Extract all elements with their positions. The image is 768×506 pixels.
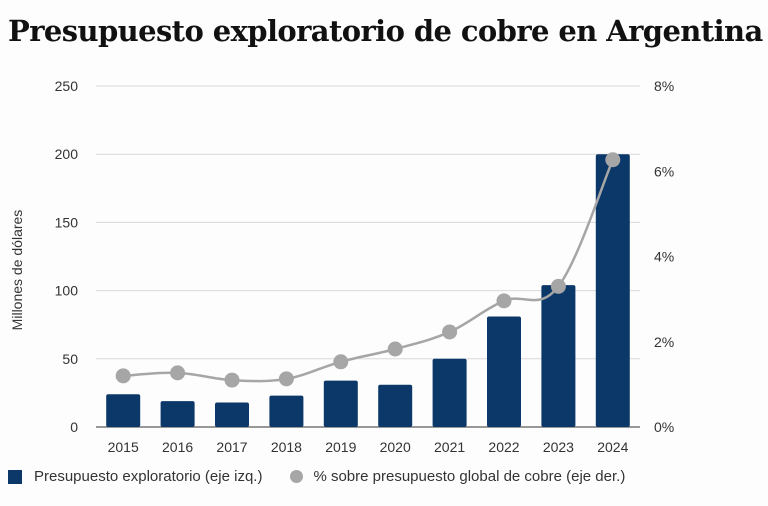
x-tick-label: 2024: [597, 439, 628, 455]
left-tick-label: 100: [55, 283, 79, 299]
bar-2023: [541, 285, 576, 427]
line-point-2016: [170, 365, 186, 381]
x-tick-label: 2021: [434, 439, 465, 455]
bar-2018: [269, 395, 304, 427]
bar-2017: [215, 402, 249, 427]
right-tick-label: 6%: [654, 163, 674, 179]
bar-2019: [323, 380, 358, 427]
left-tick-label: 0: [70, 419, 78, 435]
line-point-2020: [387, 341, 403, 357]
x-tick-label: 2023: [543, 439, 574, 455]
right-tick-label: 4%: [654, 249, 674, 265]
x-tick-label: 2017: [216, 439, 247, 455]
legend-bar-label: Presupuesto exploratorio (eje izq.): [34, 468, 263, 485]
line-point-2023: [550, 278, 566, 294]
bar-2016: [160, 401, 195, 427]
legend: Presupuesto exploratorio (eje izq.) % so…: [8, 468, 625, 485]
right-tick-label: 0%: [654, 419, 674, 435]
left-tick-label: 50: [62, 351, 78, 367]
line-series: [115, 152, 621, 388]
line-point-2024: [605, 152, 621, 168]
legend-bar-swatch: [8, 469, 22, 484]
bar-series: [106, 154, 630, 427]
x-tick-label: 2016: [162, 439, 193, 455]
bar-2015: [106, 394, 141, 427]
y-axis-label: Millones de dólares: [9, 210, 25, 331]
x-tick-label: 2022: [488, 439, 519, 455]
line-point-2015: [115, 368, 131, 384]
line-point-2022: [496, 293, 512, 309]
left-tick-label: 150: [55, 214, 79, 230]
line-path: [123, 159, 614, 383]
bar-2020: [378, 384, 413, 427]
left-axis-ticks: 0 50 100 150 200 250: [55, 78, 79, 435]
bar-2024: [595, 154, 630, 427]
line-point-2018: [278, 371, 294, 387]
x-axis-ticks: 2015 2016 2017 2018 2019 2020 2021 2022 2023 2024: [108, 439, 629, 455]
left-tick-label: 250: [55, 78, 79, 94]
bar-2021: [432, 358, 467, 427]
x-tick-label: 2020: [380, 439, 411, 455]
x-tick-label: 2018: [271, 439, 302, 455]
legend-line-label: % sobre presupuesto global de cobre (eje…: [313, 468, 626, 485]
line-point-2019: [333, 354, 349, 370]
line-point-2021: [442, 324, 458, 340]
right-tick-label: 2%: [654, 334, 674, 350]
left-tick-label: 200: [55, 146, 79, 162]
legend-line-swatch: [290, 470, 304, 483]
right-axis-ticks: 0% 2% 4% 6% 8%: [654, 78, 674, 435]
chart-title: Presupuesto exploratorio de cobre en Arg…: [8, 14, 763, 48]
bar-2022: [487, 316, 521, 427]
x-tick-label: 2015: [108, 439, 139, 455]
right-tick-label: 8%: [654, 78, 674, 94]
line-point-2017: [224, 372, 240, 388]
x-tick-label: 2019: [325, 439, 356, 455]
